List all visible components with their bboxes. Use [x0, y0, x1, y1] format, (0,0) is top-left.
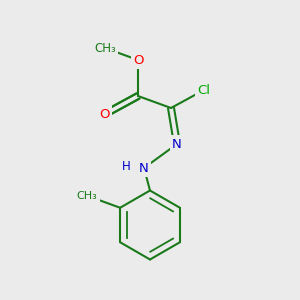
Text: O: O	[133, 53, 143, 67]
Text: N: N	[172, 137, 182, 151]
Text: O: O	[100, 107, 110, 121]
Text: CH₃: CH₃	[77, 191, 98, 201]
Text: Cl: Cl	[197, 83, 211, 97]
Text: CH₃: CH₃	[94, 41, 116, 55]
Text: H: H	[122, 160, 130, 173]
Text: N: N	[139, 161, 149, 175]
